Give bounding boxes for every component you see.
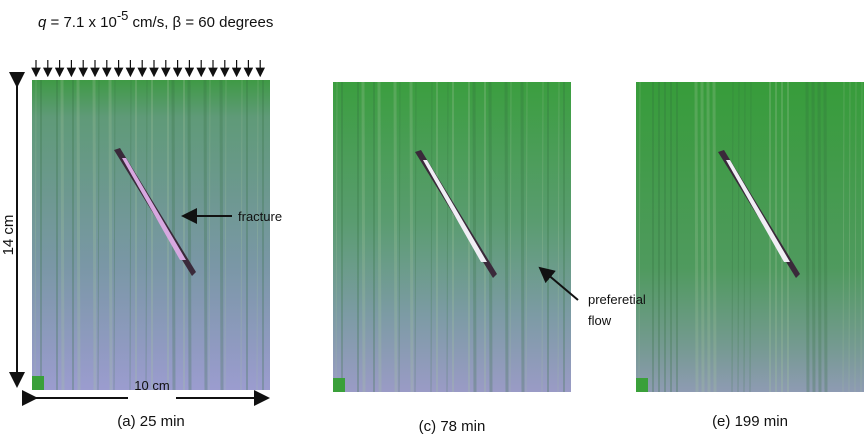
streak bbox=[430, 81, 433, 393]
corner-spot bbox=[32, 376, 44, 390]
streak bbox=[700, 81, 705, 393]
streak bbox=[525, 81, 528, 393]
height-label: 14 cm bbox=[0, 215, 17, 256]
inflow-arrows bbox=[31, 60, 266, 78]
streak bbox=[854, 81, 857, 393]
panel-caption: (c) 78 min bbox=[419, 418, 486, 435]
streak bbox=[203, 79, 208, 391]
fracture-fill bbox=[122, 158, 186, 260]
streak bbox=[377, 81, 382, 393]
streak bbox=[504, 81, 509, 393]
streak bbox=[92, 79, 97, 391]
streak bbox=[256, 79, 259, 391]
streak bbox=[446, 81, 449, 393]
streak bbox=[171, 79, 176, 391]
panel-caption: (e) 199 min bbox=[712, 413, 788, 430]
streak bbox=[34, 79, 37, 391]
streak bbox=[817, 81, 822, 393]
fracture-fill bbox=[423, 160, 487, 262]
streak bbox=[811, 81, 816, 393]
streak bbox=[842, 81, 845, 393]
streak bbox=[520, 81, 525, 393]
streak bbox=[393, 81, 398, 393]
streak bbox=[706, 81, 711, 393]
streak bbox=[414, 81, 417, 393]
flow-label: preferetial bbox=[588, 292, 646, 307]
streak bbox=[823, 81, 828, 393]
panel-caption: (a) 25 min bbox=[117, 413, 185, 430]
streak bbox=[731, 81, 734, 393]
streak bbox=[638, 81, 641, 393]
photo bbox=[32, 80, 270, 390]
flow-label: flow bbox=[588, 313, 612, 328]
streak bbox=[488, 81, 493, 393]
streak bbox=[472, 81, 477, 393]
streak bbox=[60, 79, 65, 391]
streak bbox=[97, 79, 100, 391]
photo-panel bbox=[636, 81, 864, 393]
streak bbox=[76, 79, 81, 391]
photo bbox=[333, 82, 571, 392]
streak bbox=[224, 79, 227, 391]
flow-arrow bbox=[538, 266, 579, 301]
photo bbox=[636, 82, 864, 392]
streak bbox=[712, 81, 717, 393]
streak bbox=[145, 79, 148, 391]
corner-spot bbox=[636, 378, 648, 392]
streak bbox=[557, 81, 560, 393]
streak bbox=[113, 79, 116, 391]
streak bbox=[743, 81, 746, 393]
streak bbox=[361, 81, 366, 393]
streak bbox=[398, 81, 401, 393]
streak bbox=[509, 81, 512, 393]
streak bbox=[240, 79, 243, 391]
photo-panel bbox=[333, 81, 571, 393]
figure-title: q = 7.1 x 10-5 cm/s, β = 60 degrees bbox=[38, 8, 273, 31]
streak bbox=[805, 81, 810, 393]
streak bbox=[860, 81, 863, 393]
width-label: 10 cm bbox=[134, 378, 169, 393]
streak bbox=[848, 81, 851, 393]
fracture-label: fracture bbox=[238, 209, 282, 224]
streak bbox=[409, 81, 414, 393]
corner-spot bbox=[333, 378, 345, 392]
streak bbox=[694, 81, 699, 393]
streak bbox=[187, 79, 192, 391]
streak bbox=[749, 81, 752, 393]
streak bbox=[541, 81, 544, 393]
panels: (a) 25 min (c) 78 min (e) 199 min bbox=[32, 79, 864, 435]
streak bbox=[335, 81, 338, 393]
fracture-fill bbox=[726, 160, 790, 262]
photo-panel bbox=[32, 79, 270, 391]
streak bbox=[129, 79, 132, 391]
streak bbox=[219, 79, 224, 391]
streak bbox=[737, 81, 740, 393]
streak bbox=[208, 79, 211, 391]
streak bbox=[108, 79, 113, 391]
